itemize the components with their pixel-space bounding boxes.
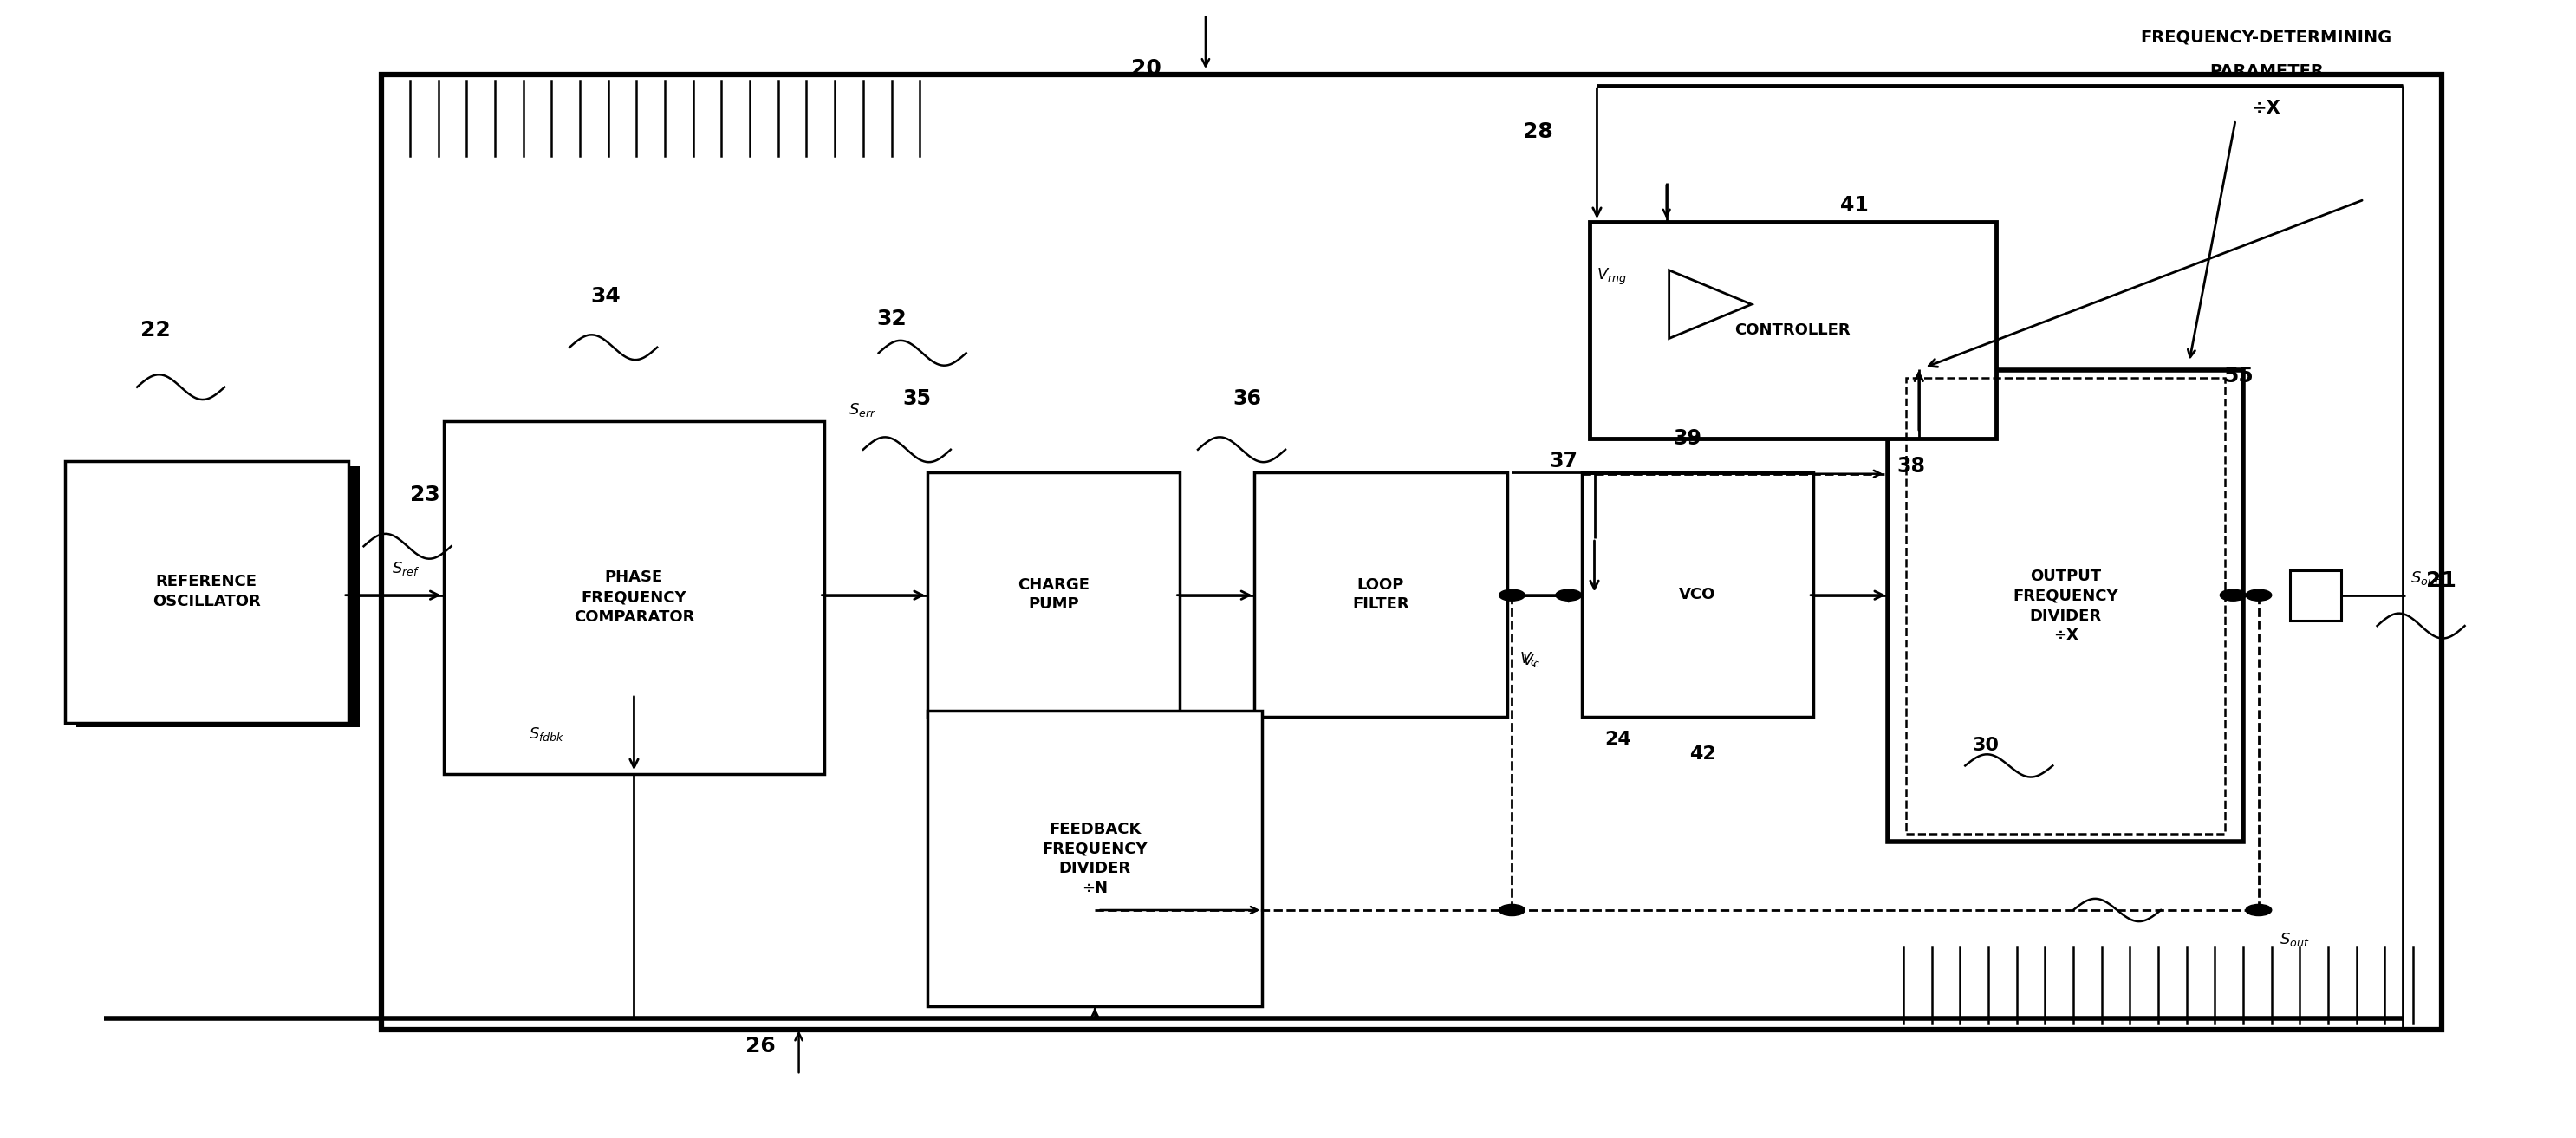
Text: ÷X: ÷X [2251,100,2282,117]
Text: 21: 21 [2427,570,2458,591]
Bar [1906,378,2226,834]
Bar [927,472,1180,717]
Text: $V_c$: $V_c$ [1522,652,1540,669]
Text: FEEDBACK
FREQUENCY
DIVIDER
÷N: FEEDBACK FREQUENCY DIVIDER ÷N [1043,822,1146,897]
Text: $V_c$: $V_c$ [1520,650,1538,667]
Text: 37: 37 [1548,451,1579,471]
Bar [456,427,837,778]
Text: 23: 23 [410,485,440,505]
Bar [940,716,1275,1012]
Circle shape [1556,589,1582,601]
Bar [1255,472,1507,717]
Text: 36: 36 [1231,388,1262,409]
Text: CHARGE
PUMP: CHARGE PUMP [1018,577,1090,612]
Circle shape [1499,589,1525,601]
Text: 34: 34 [590,286,621,306]
Text: 39: 39 [1672,428,1700,448]
Text: LOOP
FILTER: LOOP FILTER [1352,577,1409,612]
Text: PHASE
FREQUENCY
COMPARATOR: PHASE FREQUENCY COMPARATOR [574,570,696,625]
Bar [940,478,1193,721]
Circle shape [2221,589,2246,601]
Text: 32: 32 [876,308,907,329]
Bar [1582,472,1814,717]
Text: $S_{out}$: $S_{out}$ [2411,569,2439,587]
Text: 20: 20 [1131,58,1162,80]
Circle shape [1499,905,1525,916]
Bar [1267,478,1517,721]
Text: 24: 24 [1605,731,1631,748]
Bar [1600,228,2007,444]
Bar [1899,376,2254,847]
Bar [1589,222,1996,438]
Text: OUTPUT
FREQUENCY
DIVIDER
÷X: OUTPUT FREQUENCY DIVIDER ÷X [2012,568,2117,643]
Bar [927,711,1262,1007]
Text: $S_{out}$: $S_{out}$ [2280,931,2308,948]
Text: 38: 38 [1896,456,1924,477]
Bar [443,421,824,774]
Bar [2290,570,2342,620]
Text: 55: 55 [2223,365,2254,386]
Text: $S_{fdbk}$: $S_{fdbk}$ [528,725,564,742]
Text: 28: 28 [1522,121,1553,142]
Text: PARAMETER: PARAMETER [2210,63,2324,80]
Text: 30: 30 [1973,736,1999,753]
Bar [77,467,361,727]
Text: 26: 26 [744,1036,775,1057]
Text: $S_{ref}$: $S_{ref}$ [392,560,420,578]
Text: CONTROLLER: CONTROLLER [1734,322,1850,338]
Circle shape [2246,589,2272,601]
Text: $V_{rng}$: $V_{rng}$ [1597,266,1628,287]
Text: FREQUENCY-DETERMINING: FREQUENCY-DETERMINING [2141,28,2393,46]
Bar [1592,478,1824,721]
Bar [1888,370,2244,842]
Text: REFERENCE
OSCILLATOR: REFERENCE OSCILLATOR [152,574,260,610]
Text: $S_{err}$: $S_{err}$ [848,402,876,419]
Text: 35: 35 [904,388,933,409]
Text: VCO: VCO [1680,587,1716,602]
Bar [381,74,2442,1030]
Text: 41: 41 [1839,195,1868,215]
Bar [64,461,348,723]
Circle shape [2246,905,2272,916]
Text: 42: 42 [1690,745,1716,762]
Text: 22: 22 [139,320,170,340]
